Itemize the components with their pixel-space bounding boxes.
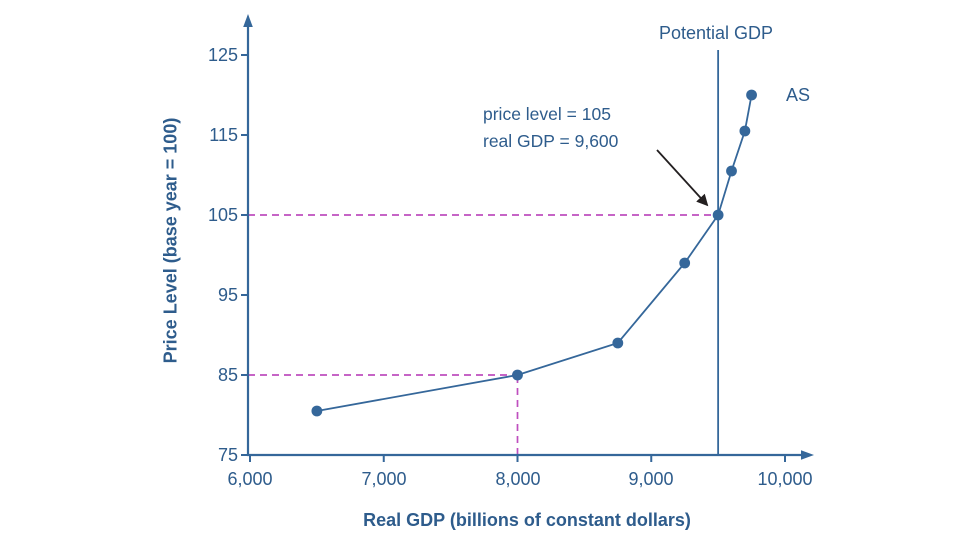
data-point	[712, 209, 724, 221]
annotation-arrow-icon	[656, 149, 709, 207]
data-point	[311, 405, 323, 417]
x-axis-title: Real GDP (billions of constant dollars)	[363, 510, 691, 530]
data-point	[739, 125, 751, 137]
y-axis-title: Price Level (base year = 100)	[160, 117, 181, 364]
y-tick-label: 75	[217, 445, 238, 465]
y-tick-label: 95	[217, 285, 238, 305]
y-axis-arrowhead-icon	[243, 14, 253, 27]
x-tick-label: 8,000	[495, 469, 541, 489]
potential-gdp-label: Potential GDP	[658, 23, 774, 43]
data-point	[679, 257, 691, 269]
data-point	[746, 89, 757, 101]
y-tick-label: 85	[217, 365, 238, 385]
as-curve	[316, 94, 753, 412]
x-tick-label: 6,000	[227, 469, 273, 489]
x-tick-label: 9,000	[628, 469, 674, 489]
data-point	[726, 165, 737, 177]
annotation-line-1: price level = 105	[483, 104, 611, 124]
data-point	[612, 337, 624, 349]
y-tick-label: 125	[207, 45, 238, 65]
annotation-text: price level = 105 real GDP = 9,600	[483, 101, 618, 155]
as-curve-label: AS	[786, 85, 811, 105]
x-tick-label: 10,000	[757, 469, 813, 489]
annotation-line-2: real GDP = 9,600	[483, 131, 619, 151]
y-tick-label: 115	[209, 125, 238, 145]
data-point	[512, 369, 523, 381]
x-tick-label: 7,000	[361, 469, 407, 489]
x-axis-arrowhead-icon	[801, 450, 814, 460]
y-tick-label: 105	[207, 205, 238, 225]
